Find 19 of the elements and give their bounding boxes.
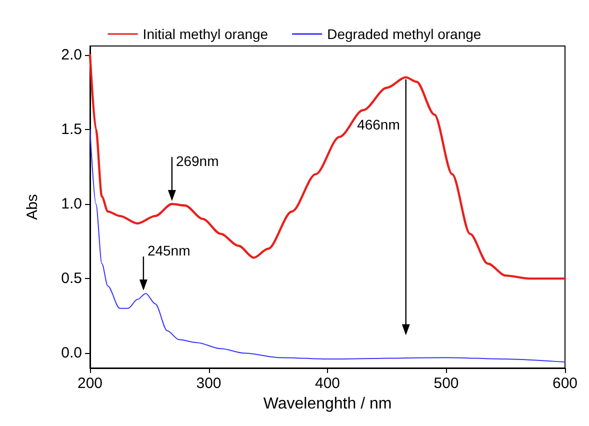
annotation: 466nm <box>357 116 400 132</box>
x-tick-label: 400 <box>314 375 340 392</box>
y-tick-label: 2.0 <box>61 46 82 64</box>
legend-label: Initial methyl orange <box>142 26 268 42</box>
y-tick-label: 0.5 <box>61 270 82 288</box>
annotation: 245nm <box>147 242 190 258</box>
line-series <box>90 128 566 363</box>
y-axis-title: Abs <box>24 194 41 220</box>
y-tick-label: 0.0 <box>61 344 82 362</box>
legend-label: Degraded methyl orange <box>327 26 482 42</box>
line-series <box>88 54 566 280</box>
annotation: 269nm <box>176 153 219 170</box>
y-tick-label: 1.5 <box>61 120 82 138</box>
x-axis-title: Wavelenghth / nm <box>263 396 392 412</box>
x-tick-label: 500 <box>434 375 459 392</box>
x-tick-label: 200 <box>77 375 103 392</box>
y-tick-label: 1.0 <box>61 196 82 213</box>
x-tick-label: 300 <box>196 375 222 392</box>
x-tick-label: 600 <box>552 375 578 392</box>
